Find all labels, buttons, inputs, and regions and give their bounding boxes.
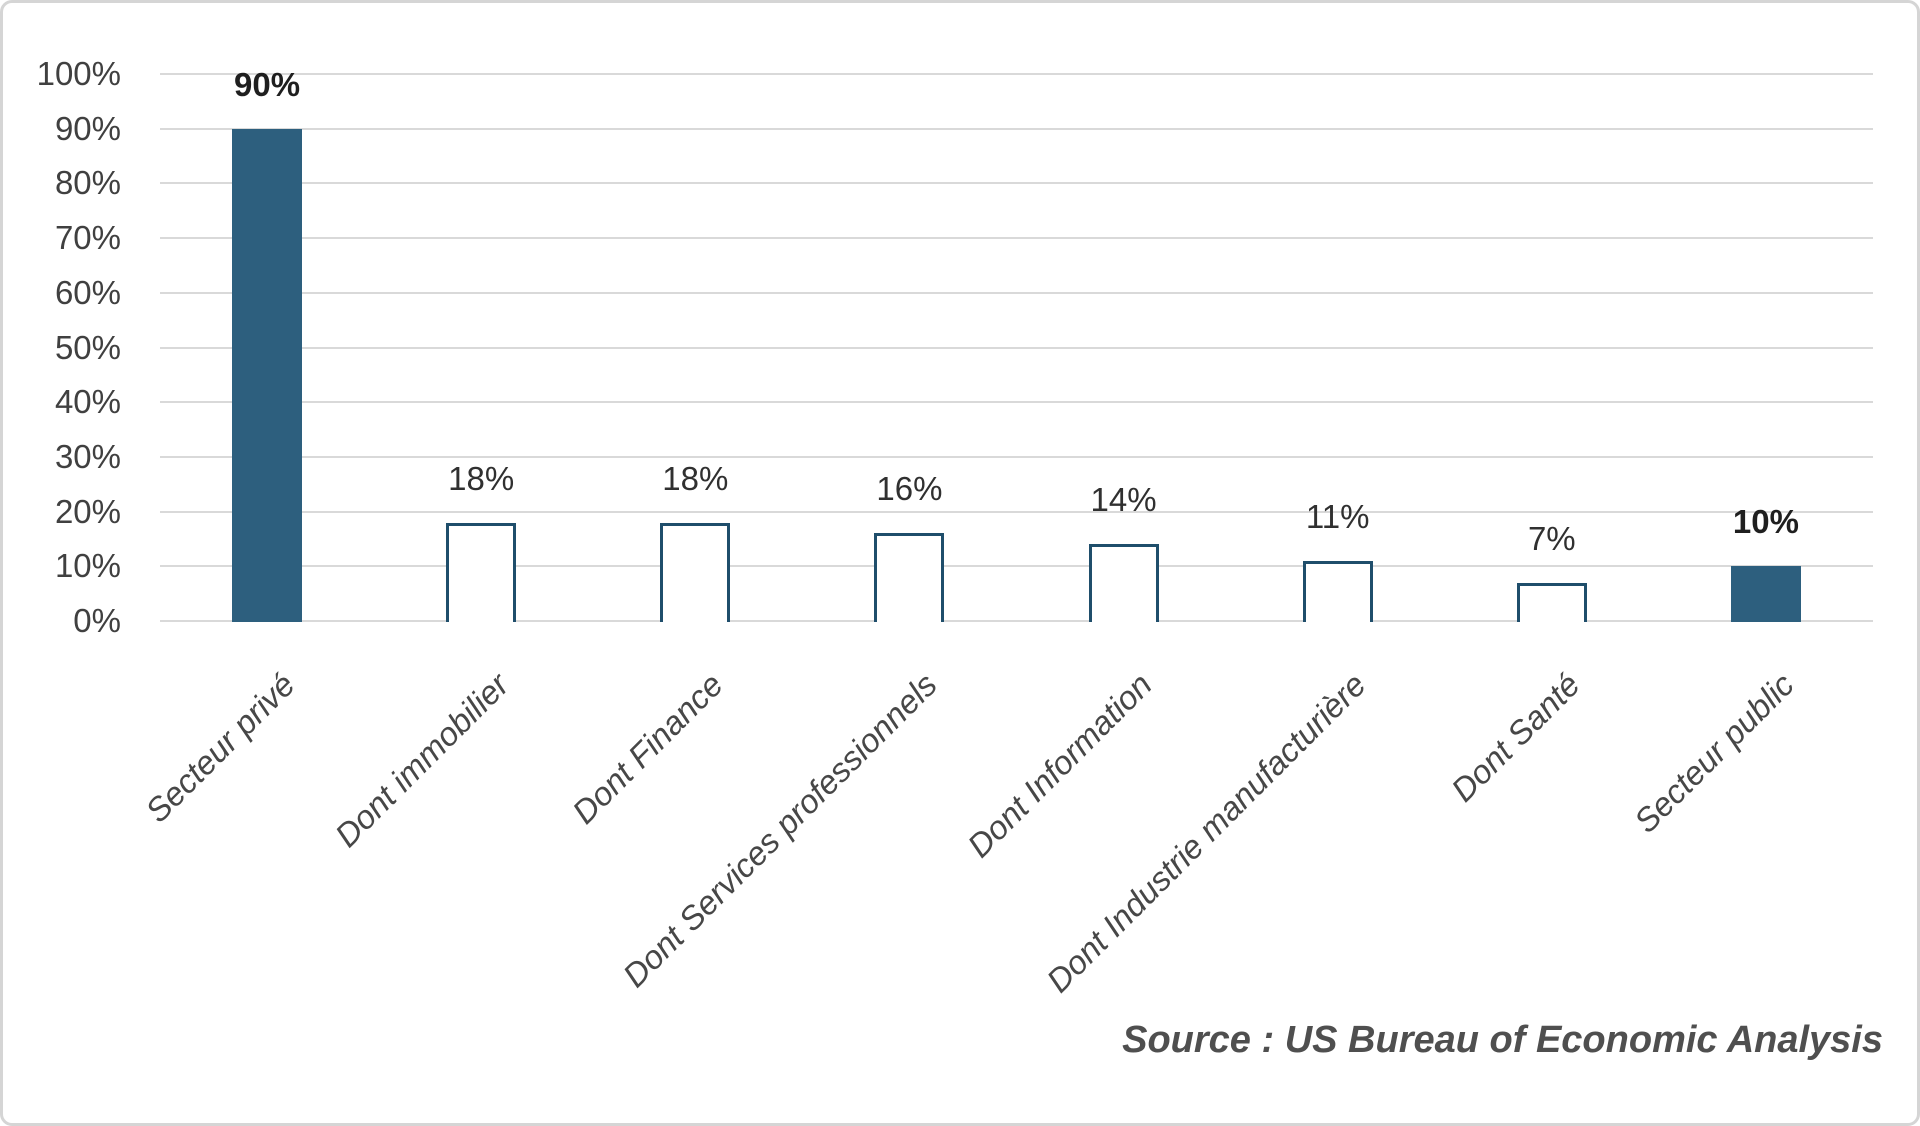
x-label-dont-information: Dont Information: [959, 665, 1159, 865]
bar-secteur-prive: [232, 129, 303, 622]
value-label-dont-industrie-manufacturiere: 11%: [1305, 498, 1370, 535]
bar-dont-sante: [1516, 583, 1587, 622]
bar-dont-industrie-manufacturiere: [1302, 561, 1373, 622]
gridline-10%: [160, 565, 1873, 567]
y-tick-100%: 100%: [36, 55, 121, 92]
y-tick-50%: 50%: [54, 329, 121, 366]
gridline-0%: [160, 620, 1873, 622]
y-tick-90%: 90%: [54, 110, 121, 147]
value-label-secteur-public: 10%: [1732, 503, 1799, 540]
value-label-dont-sante: 7%: [1527, 520, 1576, 557]
x-label-dont-immobilier: Dont immobilier: [327, 665, 517, 854]
gridline-70%: [160, 237, 1873, 239]
bar-dont-information: [1088, 544, 1159, 622]
value-label-dont-finance: 18%: [662, 460, 729, 497]
bar-secteur-public: [1730, 566, 1801, 622]
y-tick-30%: 30%: [54, 438, 121, 475]
source-note: Source : US Bureau of Economic Analysis: [1122, 1019, 1883, 1061]
bar-dont-immobilier: [446, 523, 517, 622]
gridline-40%: [160, 401, 1873, 403]
value-label-dont-information: 14%: [1090, 481, 1157, 518]
gridline-30%: [160, 456, 1873, 458]
y-tick-80%: 80%: [54, 164, 121, 201]
value-label-secteur-prive: 90%: [234, 66, 301, 103]
gridline-90%: [160, 128, 1873, 130]
value-label-dont-services-professionnels: 16%: [876, 470, 943, 507]
y-tick-20%: 20%: [54, 493, 121, 530]
value-label-dont-immobilier: 18%: [448, 460, 515, 497]
x-label-dont-finance: Dont Finance: [565, 665, 731, 831]
y-tick-0%: 0%: [73, 602, 121, 639]
bar-dont-services-professionnels: [874, 533, 945, 622]
gridline-50%: [160, 347, 1873, 349]
y-tick-70%: 70%: [54, 219, 121, 256]
bar-dont-finance: [660, 523, 731, 622]
gridline-20%: [160, 511, 1873, 513]
y-tick-60%: 60%: [54, 274, 121, 311]
gridline-100%: [160, 73, 1873, 75]
x-label-dont-services-professionnels: Dont Services professionnels: [615, 665, 945, 995]
gridline-60%: [160, 292, 1873, 294]
y-tick-40%: 40%: [54, 383, 121, 420]
gridline-80%: [160, 182, 1873, 184]
y-tick-10%: 10%: [54, 547, 121, 584]
